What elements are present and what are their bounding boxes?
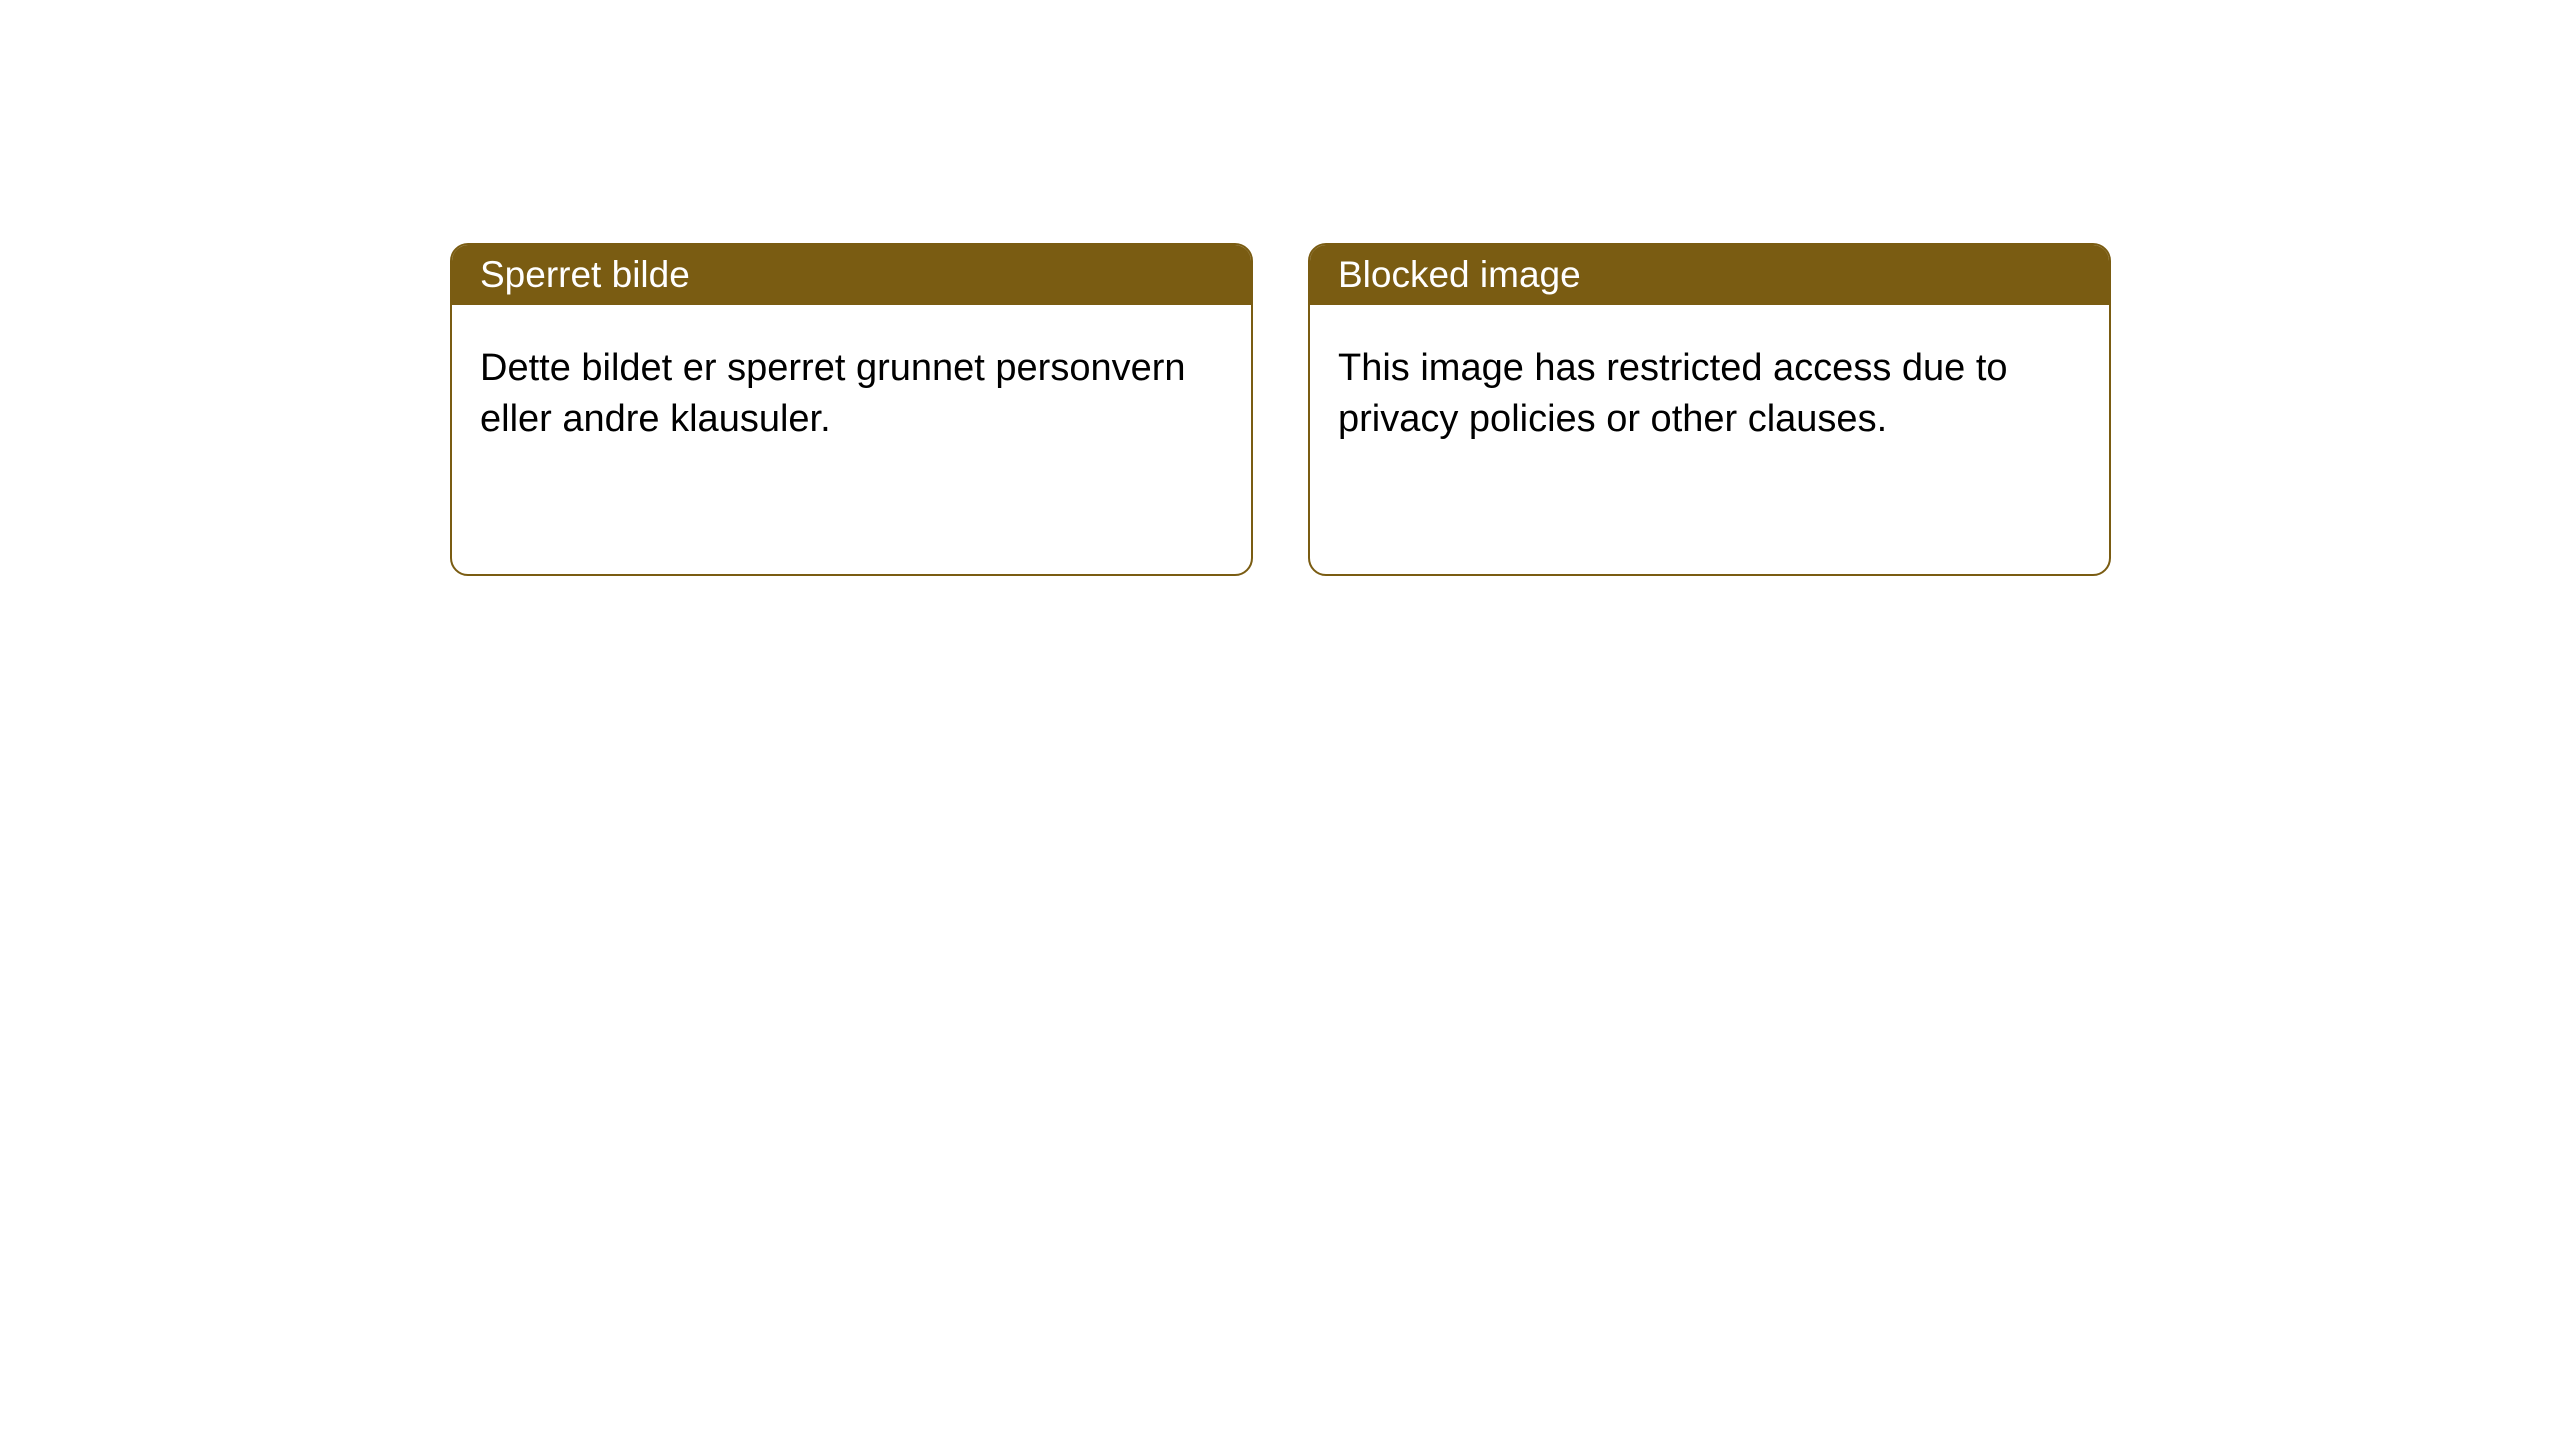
notice-card-norwegian: Sperret bilde Dette bildet er sperret gr… xyxy=(450,243,1253,576)
notice-card-english: Blocked image This image has restricted … xyxy=(1308,243,2111,576)
notice-body-english: This image has restricted access due to … xyxy=(1310,305,2109,484)
notice-header-norwegian: Sperret bilde xyxy=(452,245,1251,305)
notice-body-norwegian: Dette bildet er sperret grunnet personve… xyxy=(452,305,1251,484)
notice-title-english: Blocked image xyxy=(1338,254,1581,296)
notice-title-norwegian: Sperret bilde xyxy=(480,254,690,296)
notice-header-english: Blocked image xyxy=(1310,245,2109,305)
notice-text-english: This image has restricted access due to … xyxy=(1338,347,2008,440)
notice-text-norwegian: Dette bildet er sperret grunnet personve… xyxy=(480,347,1186,440)
notice-container: Sperret bilde Dette bildet er sperret gr… xyxy=(450,243,2111,576)
